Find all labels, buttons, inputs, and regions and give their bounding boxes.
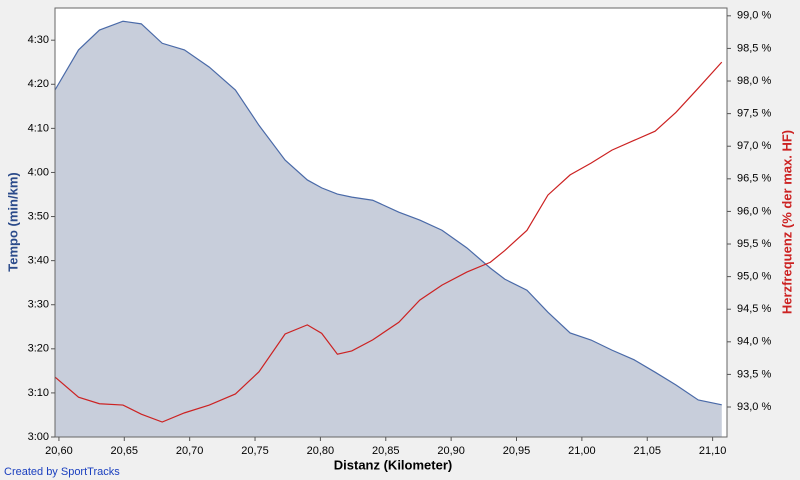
y-tick-label: 4:10: [28, 122, 49, 134]
y2-tick-label: 96,0 %: [737, 205, 771, 217]
y2-tick-label: 94,0 %: [737, 336, 771, 348]
y-tick-label: 3:40: [28, 255, 49, 267]
x-axis-label: Distanz (Kilometer): [334, 457, 452, 472]
y2-tick-label: 99,0 %: [737, 10, 771, 22]
y-tick-label: 3:10: [28, 387, 49, 399]
y2-tick-label: 95,5 %: [737, 238, 771, 250]
y-tick-label: 4:20: [28, 78, 49, 90]
y2-tick-label: 95,0 %: [737, 271, 771, 283]
y2-tick-label: 96,5 %: [737, 173, 771, 185]
plot-border: [54, 7, 728, 438]
x-tick-label: 20,80: [307, 445, 335, 457]
x-tick-label: 20,90: [437, 445, 465, 457]
y-tick-label: 3:00: [28, 431, 49, 443]
series-line: [54, 61, 723, 423]
x-tick-label: 20,85: [372, 445, 400, 457]
y2-axis-label: Herzfrequenz (% der max. HF): [779, 130, 794, 314]
series-line: [54, 20, 722, 406]
y2-tick-label: 98,0 %: [737, 75, 771, 87]
y-tick-label: 4:00: [28, 166, 49, 178]
y-axis-label: Tempo (min/km): [5, 172, 20, 271]
y2-tick-label: 97,0 %: [737, 140, 771, 152]
x-tick-label: 20,65: [111, 445, 139, 457]
area-fill: [55, 21, 722, 437]
x-tick-label: 20,60: [45, 445, 73, 457]
x-tick-label: 21,00: [568, 445, 596, 457]
y-tick-label: 4:30: [28, 34, 49, 46]
y2-tick-label: 93,0 %: [737, 401, 771, 413]
footer-link[interactable]: Created by SportTracks: [4, 466, 120, 478]
y-tick-label: 3:20: [28, 343, 49, 355]
x-tick-label: 20,75: [241, 445, 269, 457]
x-tick-label: 20,95: [503, 445, 531, 457]
y2-tick-label: 94,5 %: [737, 303, 771, 315]
x-tick-label: 21,10: [699, 445, 727, 457]
y2-tick-label: 93,5 %: [737, 368, 771, 380]
plot-content: [54, 20, 723, 437]
y-tick-label: 3:50: [28, 210, 49, 222]
y-tick-label: 3:30: [28, 299, 49, 311]
y2-tick-label: 98,5 %: [737, 42, 771, 54]
x-tick-label: 20,70: [176, 445, 204, 457]
y2-tick-label: 97,5 %: [737, 108, 771, 120]
x-tick-label: 21,05: [633, 445, 661, 457]
